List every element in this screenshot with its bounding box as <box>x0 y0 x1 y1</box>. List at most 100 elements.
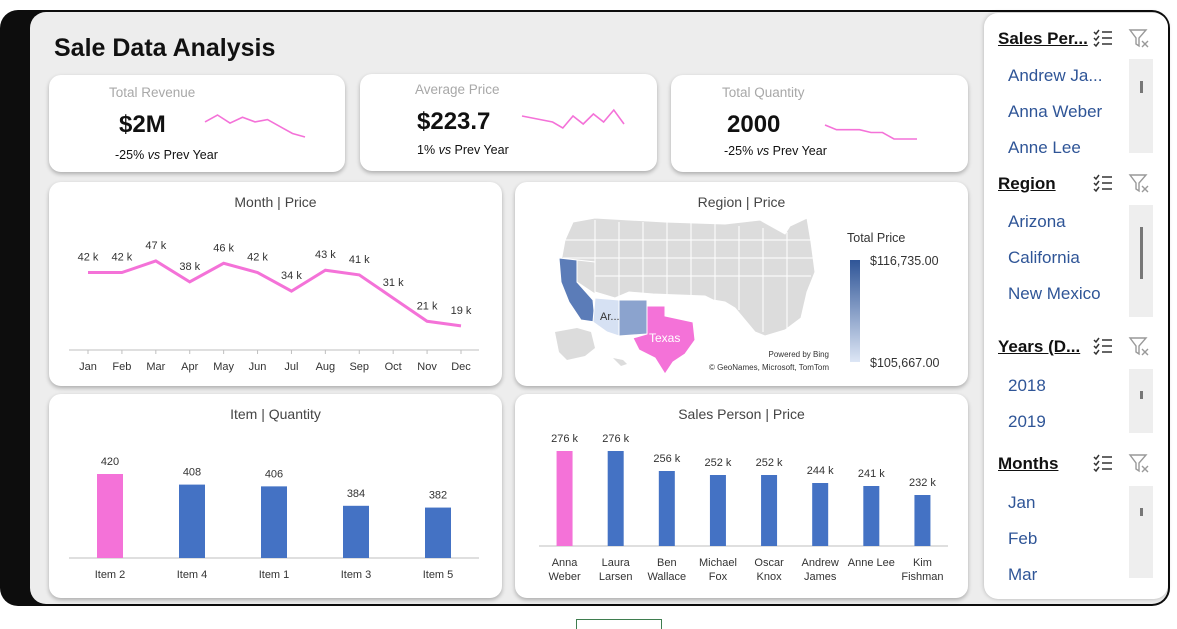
sparkline-path <box>204 114 306 138</box>
chart-title: Month | Price <box>234 194 317 210</box>
slicer-item[interactable]: 2019 <box>1008 412 1046 431</box>
scrollbar[interactable] <box>1129 369 1153 433</box>
item-quantity-chart[interactable]: Item | Quantity 420 Item 2 408 Item 4 406 Ite… <box>49 394 502 598</box>
multi-select-icon[interactable] <box>1092 27 1114 49</box>
kpi-value: $223.7 <box>417 108 491 135</box>
x-tick-label: May <box>213 361 234 373</box>
slicer-item[interactable]: Feb <box>1008 529 1038 548</box>
x-tick-label: Weber <box>548 571 581 583</box>
scrollbar[interactable] <box>1129 59 1153 153</box>
slicer-pane: Sales Per... Andrew Ja... Anna Weber Ann… <box>984 13 1168 599</box>
bar <box>261 486 287 558</box>
bar <box>812 483 829 546</box>
clear-filter-icon[interactable] <box>1128 452 1150 474</box>
map-attribution: Powered by Bing <box>769 350 829 359</box>
multi-select-icon[interactable] <box>1092 335 1114 357</box>
kpi-card-average-price[interactable]: Average Price $223.7 1% vs Prev Year <box>360 74 657 171</box>
scrollbar-thumb[interactable] <box>1140 227 1143 279</box>
data-label: 34 k <box>281 270 302 282</box>
kpi-change: 1% vs Prev Year <box>417 143 509 157</box>
multi-select-icon[interactable] <box>1092 452 1114 474</box>
x-tick-label: Mar <box>146 361 165 373</box>
map-state-arizona <box>592 297 620 337</box>
x-tick-label: Wallace <box>647 571 686 583</box>
map-state-nevada <box>576 259 596 295</box>
x-tick-label: Anne Lee <box>848 557 895 569</box>
x-tick-label: Aug <box>316 361 336 373</box>
slicer-item[interactable]: Anne Lee <box>1008 138 1081 157</box>
x-tick-label: Jul <box>284 361 298 373</box>
legend-color-scale <box>850 260 860 362</box>
sparkline <box>204 114 306 138</box>
data-label: 21 k <box>417 300 438 312</box>
slicer-title: Region <box>998 174 1056 193</box>
scrollbar-thumb[interactable] <box>1140 391 1143 399</box>
bar <box>179 484 205 558</box>
slicer-item[interactable]: Jan <box>1008 493 1036 512</box>
bar <box>425 507 451 558</box>
data-label: 408 <box>183 467 201 479</box>
x-tick-label: Ben <box>657 557 677 569</box>
kpi-card-total-quantity[interactable]: Total Quantity 2000 -25% vs Prev Year <box>671 75 968 172</box>
bar <box>556 451 573 546</box>
legend-max: $116,735.00 <box>870 254 939 268</box>
slicer-item[interactable]: New Mexico <box>1008 284 1101 303</box>
kpi-value: 2000 <box>727 111 781 138</box>
slicer-item[interactable]: Andrew Ja... <box>1008 66 1103 85</box>
salesperson-bar-chart: 276 k Anna Weber 276 k Laura Larsen 256 k Ben Wa… <box>539 433 948 583</box>
clear-filter-icon[interactable] <box>1128 27 1150 49</box>
x-tick-label: Fox <box>709 571 728 583</box>
clear-filter-icon[interactable] <box>1128 335 1150 357</box>
scrollbar[interactable] <box>1129 205 1153 317</box>
multi-select-icon[interactable] <box>1092 172 1114 194</box>
data-label: 42 k <box>247 252 268 264</box>
slicer-title: Months <box>998 454 1059 473</box>
x-tick-label: Item 1 <box>259 569 290 581</box>
x-tick-label: Fishman <box>901 571 943 583</box>
data-label: 41 k <box>349 254 370 266</box>
bar <box>914 495 931 546</box>
legend-title: Total Price <box>847 231 905 245</box>
x-tick-label: Michael <box>699 557 737 569</box>
map-hawaii <box>613 358 627 366</box>
map-other-states <box>560 217 816 337</box>
slicer-item[interactable]: Anna Weber <box>1008 102 1103 121</box>
chart-title: Region | Price <box>697 194 786 210</box>
scrollbar[interactable] <box>1129 486 1153 578</box>
month-price-chart[interactable]: Month | Price Jan Feb Mar Apr May Jun Jul Aug Se… <box>49 182 502 386</box>
data-label: 420 <box>101 456 119 468</box>
map-state-new-mexico <box>618 299 648 337</box>
slicer-item[interactable]: Arizona <box>1008 212 1066 231</box>
kpi-change: -25% vs Prev Year <box>115 148 218 162</box>
kpi-label: Average Price <box>415 82 500 97</box>
chart-title: Sales Person | Price <box>678 406 805 422</box>
clear-filter-icon[interactable] <box>1128 172 1150 194</box>
slicer-title: Sales Per... <box>998 29 1088 48</box>
data-label: 241 k <box>858 468 885 480</box>
map-attribution: © GeoNames, Microsoft, TomTom <box>709 363 829 372</box>
bar <box>658 471 675 546</box>
map-alaska <box>555 328 595 360</box>
x-tick-label: Jan <box>79 361 97 373</box>
slicer-item[interactable]: 2018 <box>1008 376 1046 395</box>
salesperson-price-chart[interactable]: Sales Person | Price 276 k Anna Weber 276 k… <box>515 394 968 598</box>
kpi-card-total-revenue[interactable]: Total Revenue $2M -25% vs Prev Year <box>49 75 345 172</box>
bar <box>343 505 369 558</box>
x-tick-label: Item 4 <box>177 569 208 581</box>
x-tick-label: Nov <box>417 361 437 373</box>
data-label: 276 k <box>551 433 578 445</box>
kpi-value: $2M <box>119 111 166 138</box>
x-tick-label: Anna <box>552 557 579 569</box>
region-price-map[interactable]: Region | Price Ar... Texas Powered by Bi… <box>515 182 968 386</box>
data-label: 46 k <box>213 242 234 254</box>
slicer-item[interactable]: Mar <box>1008 565 1038 584</box>
sparkline-path <box>824 124 917 140</box>
slicer-item[interactable]: California <box>1008 248 1080 267</box>
x-tick-label: Larsen <box>599 571 633 583</box>
bar <box>607 451 624 546</box>
scrollbar-thumb[interactable] <box>1140 508 1143 516</box>
scrollbar-thumb[interactable] <box>1140 81 1143 93</box>
data-label: 244 k <box>807 465 834 477</box>
data-label: 382 <box>429 490 447 502</box>
sparkline <box>521 108 625 130</box>
